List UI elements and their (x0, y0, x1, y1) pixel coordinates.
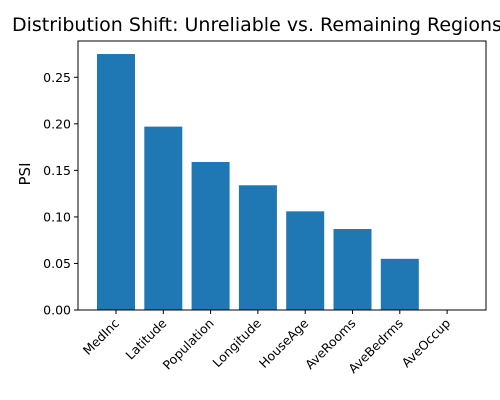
bars-group (97, 54, 419, 310)
plot-frame (77, 40, 487, 311)
x-tick-label-latitude: Latitude (122, 315, 169, 362)
bar-population (191, 162, 230, 310)
x-tick-label-longitude: Longitude (209, 315, 264, 370)
y-tick-label: 0.15 (43, 163, 71, 178)
x-axis-ticks: MedInc LatitudePopulationLongitudeHouseAg… (80, 310, 453, 376)
bar-averooms (333, 229, 372, 310)
y-tick-label: 0.10 (43, 209, 71, 224)
bar-latitude (144, 126, 183, 310)
x-tick-label-medinc: MedInc (80, 315, 122, 357)
x-tick-label-population: Population (160, 316, 217, 373)
bar-avebedrms (380, 258, 419, 310)
y-axis-ticks: 0.00 0.05 0.10 0.15 0.20 0.25 (43, 70, 78, 318)
chart-title: Distribution Shift: Unreliable vs. Remai… (12, 14, 500, 36)
y-tick-label: 0.00 (43, 303, 71, 318)
y-axis-label: PSI (16, 163, 34, 186)
bar-houseage (286, 211, 325, 310)
bar-longitude (238, 185, 277, 310)
axes-frame (77, 40, 487, 311)
bar-medinc (97, 54, 135, 310)
x-tick-label-aveoccup: AveOccup (399, 315, 454, 370)
y-tick-label: 0.25 (43, 70, 71, 85)
y-tick-label: 0.20 (43, 116, 71, 131)
y-tick-label: 0.05 (43, 256, 71, 271)
